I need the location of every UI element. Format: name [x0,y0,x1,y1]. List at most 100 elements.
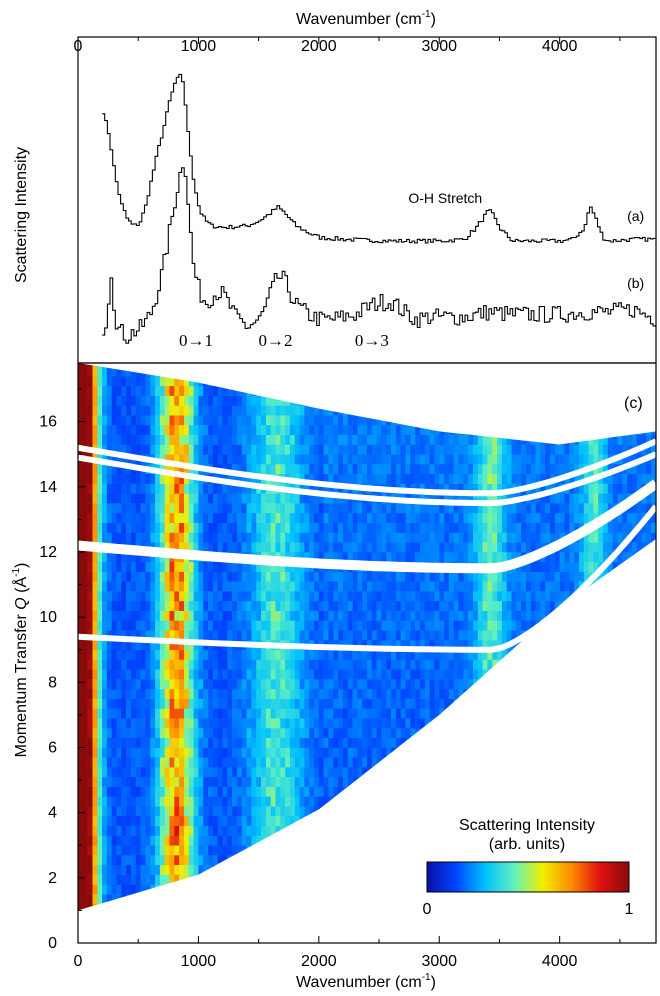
heatmap-cell [179,825,185,836]
heatmap-cell [429,786,435,797]
heatmap-cell [222,669,228,680]
heatmap-cell [294,552,300,563]
heatmap-cell [237,737,243,748]
heatmap-cell [150,376,156,387]
heatmap-cell [212,610,219,621]
heatmap-cell [381,903,387,911]
heatmap-cell [405,600,411,611]
heatmap-cell [453,620,459,631]
heatmap-cell [453,483,459,494]
heatmap-cell [111,718,117,729]
heatmap-cell [222,610,228,621]
heatmap-cell [256,522,262,533]
heatmap-cell [328,522,334,533]
heatmap-cell [222,424,228,435]
heatmap-cell [362,581,368,592]
heatmap-cell [338,571,344,582]
heatmap-cell [106,620,113,631]
heatmap-cell [415,845,421,856]
heatmap-cell [299,903,305,911]
heatmap-cell [169,698,175,709]
heatmap-cell [477,415,483,426]
heatmap-cell [376,786,382,797]
heatmap-cell [184,796,190,807]
heatmap-cell [261,591,267,602]
heatmap-cell [217,581,223,592]
heatmap-cell [357,552,363,563]
heatmap-cell [145,767,151,778]
heatmap-cell [232,522,238,533]
heatmap-cell [434,434,440,445]
heatmap-cell [270,679,276,690]
heatmap-cell [434,718,440,729]
heatmap-cell [188,522,194,533]
heatmap-cell [285,532,291,543]
heatmap-cell [314,884,320,895]
heatmap-cell [439,424,445,435]
heatmap-cell [333,864,339,875]
heatmap-cell [237,600,243,611]
heatmap-cell [212,884,219,895]
heatmap-cell [212,600,219,611]
heatmap-cell [376,415,382,426]
heatmap-cell [381,581,387,592]
heatmap-cell [439,405,445,416]
heatmap-cell [463,415,469,426]
heatmap-cell [333,493,339,504]
heatmap-cell [280,727,286,738]
heatmap-cell [289,659,296,670]
heatmap-cell [463,363,469,367]
heatmap-cell [487,473,493,484]
heatmap-cell [126,493,132,504]
heatmap-cell [448,757,455,768]
heatmap-cell [102,493,108,504]
heatmap-cell [371,649,377,660]
heatmap-cell [448,767,455,778]
heatmap-cell [246,512,252,523]
heatmap-cell [463,620,469,631]
heatmap-cell [265,395,272,406]
heatmap-cell [97,688,103,699]
heatmap-cell [174,825,180,836]
heatmap-cell [299,522,305,533]
heatmap-cell [179,767,185,778]
heatmap-cell [405,385,411,396]
heatmap-cell [376,718,382,729]
heatmap-cell [289,434,296,445]
heatmap-cell [203,708,209,719]
heatmap-cell [318,874,324,885]
heatmap-cell [251,874,257,885]
heatmap-cell [328,903,334,911]
heatmap-cell [232,395,238,406]
heatmap-cell [140,385,146,396]
heatmap-cell [265,747,272,758]
heatmap-cell [289,395,296,406]
heatmap-cell [155,727,161,738]
heatmap-cell [391,385,397,396]
heatmap-cell [323,659,329,670]
heatmap-cell [477,581,483,592]
heatmap-cell [448,542,455,553]
heatmap-cell [198,659,204,670]
heatmap-cell [150,796,156,807]
heatmap-cell [237,903,243,911]
heatmap-cell [193,630,199,641]
heatmap-cell [237,503,243,514]
heatmap-cell [318,376,324,387]
heatmap-cell [352,767,358,778]
heatmap-cell [492,493,498,504]
heatmap-cell [429,776,435,787]
heatmap-cell [342,727,349,738]
heatmap-cell [111,522,117,533]
heatmap-cell [357,688,363,699]
heatmap-cell [208,454,214,465]
heatmap-cell [111,512,117,523]
heatmap-cell [285,894,291,905]
heatmap-cell [159,776,166,787]
heatmap-cell [87,552,93,563]
heatmap-cell [265,874,272,885]
heatmap-cell [232,815,238,826]
heatmap-cell [227,610,233,621]
heatmap-cell [208,806,214,817]
heatmap-cell [188,366,194,377]
